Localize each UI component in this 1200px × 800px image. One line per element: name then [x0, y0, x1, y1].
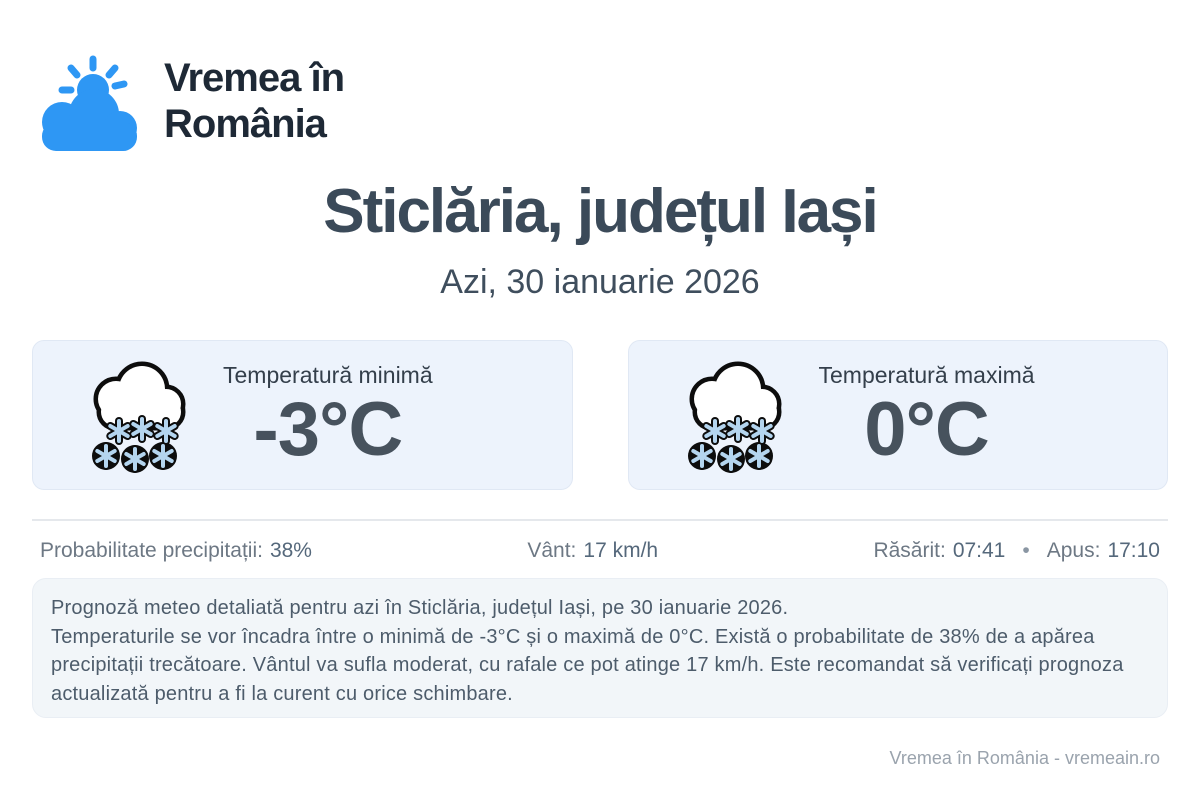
- sunset-label: Apus:: [1046, 539, 1101, 562]
- sun-times-stat: Răsărit: 07:41 • Apus: 17:10: [873, 539, 1160, 563]
- precipitation-label: Probabilitate precipitații:: [40, 539, 263, 562]
- precipitation-stat: Probabilitate precipitații: 38%: [40, 539, 312, 563]
- page-date: Azi, 30 ianuarie 2026: [440, 263, 760, 301]
- snow-cloud-icon: [92, 361, 186, 473]
- min-temperature-text: Temperatură minimă -3°C: [223, 362, 433, 469]
- sunset-value: 17:10: [1107, 539, 1160, 562]
- wind-label: Vânt:: [527, 539, 577, 562]
- brand-name-line1: Vremea în: [164, 56, 345, 100]
- sunrise-label: Răsărit:: [873, 539, 946, 562]
- divider: [32, 519, 1168, 521]
- forecast-body: Temperaturile se vor încadra între o min…: [51, 625, 1124, 705]
- precipitation-value: 38%: [269, 539, 312, 562]
- footer-credit: Vremea în România - vremeain.ro: [889, 748, 1160, 768]
- page-title: Sticlăria, județul Iași: [323, 177, 879, 246]
- max-temperature-value: 0°C: [864, 386, 990, 472]
- snow-cloud-icon: [687, 361, 781, 473]
- sunrise-value: 07:41: [952, 539, 1006, 562]
- brand-name-line2: România: [164, 102, 327, 146]
- bullet-separator: •: [1022, 539, 1030, 562]
- stats-row: Probabilitate precipitații: 38% Vânt: 17…: [40, 536, 1160, 566]
- forecast-intro: Prognoză meteo detaliată pentru azi în S…: [51, 597, 789, 619]
- max-temperature-card: Temperatură maximă 0°C: [627, 340, 1168, 490]
- min-temperature-card: Temperatură minimă -3°C: [32, 340, 573, 490]
- sun-cloud-icon: [42, 55, 137, 151]
- min-temperature-label: Temperatură minimă: [223, 361, 433, 388]
- min-temperature-value: -3°C: [253, 386, 403, 472]
- wind-stat: Vânt: 17 km/h: [527, 539, 658, 563]
- max-temperature-text: Temperatură maximă 0°C: [819, 362, 1035, 469]
- brand-logo: Vremea în România: [40, 50, 345, 152]
- max-temperature-label: Temperatură maximă: [818, 361, 1035, 388]
- forecast-box: Prognoză meteo detaliată pentru azi în S…: [32, 578, 1168, 718]
- brand-name: Vremea în România: [164, 55, 345, 147]
- temperature-cards: Temperatură minimă -3°C: [32, 340, 1168, 490]
- forecast-text: Prognoză meteo detaliată pentru azi în S…: [33, 579, 1167, 708]
- wind-value: 17 km/h: [583, 539, 659, 562]
